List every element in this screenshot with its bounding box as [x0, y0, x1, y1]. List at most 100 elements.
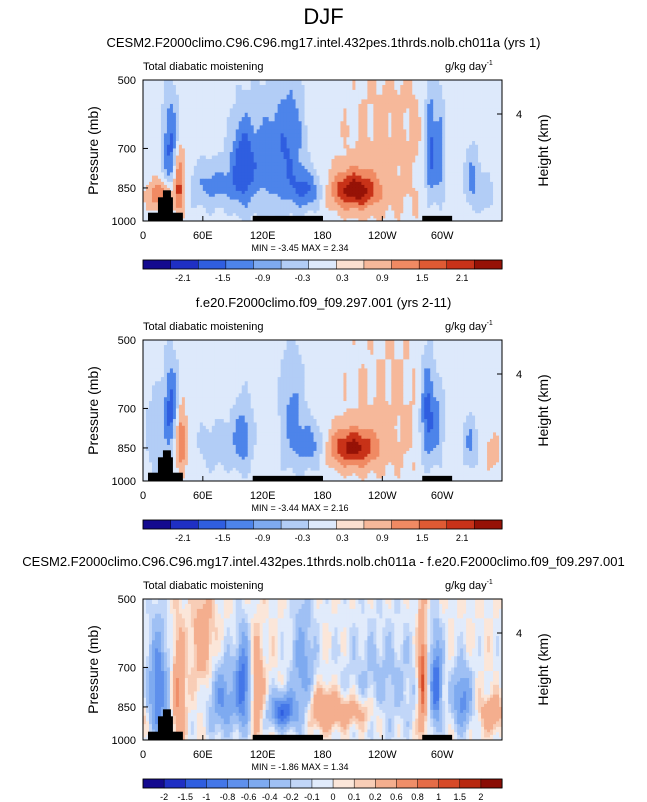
heatmap-cell — [181, 178, 186, 183]
heatmap-cell — [337, 340, 341, 346]
heatmap-cell — [376, 125, 380, 130]
heatmap-cell — [436, 205, 440, 209]
heatmap-cell — [355, 213, 359, 217]
heatmap-cell — [481, 213, 485, 217]
heatmap-cell — [430, 103, 434, 109]
heatmap-cell — [343, 155, 347, 160]
heatmap-cell — [199, 196, 204, 200]
heatmap-cell — [346, 137, 350, 142]
heatmap-cell — [175, 155, 180, 160]
heatmap-cell — [493, 218, 497, 222]
heatmap-cell — [496, 207, 500, 211]
heatmap-cell — [376, 193, 380, 198]
heatmap-cell — [469, 199, 473, 203]
heatmap-cell — [220, 175, 225, 180]
heatmap-cell — [463, 148, 467, 153]
heatmap-cell — [190, 207, 195, 211]
heatmap-cell — [382, 193, 386, 198]
heatmap-cell — [406, 193, 410, 198]
heatmap-cell — [143, 190, 147, 195]
heatmap-cell — [409, 148, 413, 153]
heatmap-cell — [187, 340, 192, 346]
heatmap-cell — [253, 89, 258, 96]
heatmap-cell — [283, 99, 287, 105]
heatmap-cell — [382, 125, 386, 130]
heatmap-cell — [268, 121, 273, 126]
heatmap-cell — [367, 94, 371, 100]
heatmap-cell — [193, 99, 198, 105]
heatmap-cell — [355, 144, 359, 149]
heatmap-cell — [253, 172, 258, 176]
heatmap-cell — [364, 213, 368, 217]
heatmap-cell — [421, 205, 425, 209]
heatmap-cell — [178, 210, 183, 214]
heatmap-cell — [265, 121, 270, 126]
heatmap-cell — [217, 133, 222, 138]
heatmap-cell — [310, 172, 314, 176]
heatmap-cell — [361, 137, 365, 142]
heatmap-cell — [403, 205, 407, 209]
heatmap-cell — [496, 152, 500, 156]
heatmap-cell — [169, 178, 174, 183]
heatmap-cell — [151, 80, 156, 86]
heatmap-cell — [475, 99, 479, 105]
heatmap-cell — [289, 199, 293, 203]
heatmap-cell — [454, 121, 458, 126]
heatmap-cell — [277, 103, 282, 109]
heatmap-cell — [361, 121, 365, 126]
heatmap-cell — [172, 193, 177, 198]
heatmap-cell — [400, 121, 404, 126]
heatmap-cell — [433, 162, 437, 167]
heatmap-cell — [280, 178, 285, 183]
heatmap-cell — [451, 108, 455, 114]
heatmap-cell — [448, 155, 452, 160]
heatmap-cell — [298, 178, 302, 183]
heatmap-cell — [307, 207, 311, 211]
heatmap-cell — [394, 215, 398, 219]
heatmap-cell — [199, 165, 204, 170]
heatmap-cell — [394, 141, 398, 146]
heatmap-cell — [196, 85, 201, 91]
heatmap-cell — [271, 99, 276, 105]
heatmap-cell — [376, 117, 380, 122]
heatmap-cell — [226, 80, 231, 86]
heatmap-cell — [274, 112, 279, 118]
heatmap-cell — [199, 89, 204, 96]
heatmap-cell — [208, 190, 213, 195]
heatmap-cell — [490, 340, 494, 346]
heatmap-cell — [244, 169, 249, 173]
heatmap-cell — [406, 85, 410, 91]
heatmap-cell — [319, 196, 323, 200]
heatmap-cell — [205, 184, 210, 189]
heatmap-cell — [148, 144, 153, 149]
heatmap-cell — [157, 193, 162, 198]
heatmap-cell — [199, 193, 204, 198]
heatmap-cell — [376, 218, 380, 222]
heatmap-cell — [259, 89, 264, 96]
heatmap-cell — [247, 99, 252, 105]
heatmap-cell — [472, 213, 476, 217]
heatmap-cell — [280, 169, 285, 173]
heatmap-cell — [298, 99, 302, 105]
heatmap-cell — [223, 94, 228, 100]
heatmap-cell — [376, 202, 380, 206]
heatmap-cell — [463, 159, 467, 163]
heatmap-cell — [373, 155, 377, 160]
heatmap-cell — [499, 207, 503, 211]
heatmap-cell — [211, 205, 216, 209]
heatmap-cell — [143, 340, 147, 346]
heatmap-cell — [175, 210, 180, 214]
heatmap-cell — [349, 165, 353, 170]
heatmap-cell — [229, 99, 234, 105]
heatmap-cell — [205, 155, 210, 160]
heatmap-cell — [211, 202, 216, 206]
heatmap-cell — [211, 99, 216, 105]
heatmap-cell — [433, 178, 437, 183]
heatmap-cell — [157, 89, 162, 96]
heatmap-cell — [157, 80, 162, 86]
heatmap-cell — [307, 94, 311, 100]
heatmap-cell — [391, 187, 395, 192]
heatmap-cell — [148, 103, 153, 109]
heatmap-cell — [361, 112, 365, 118]
heatmap-cell — [304, 162, 308, 167]
